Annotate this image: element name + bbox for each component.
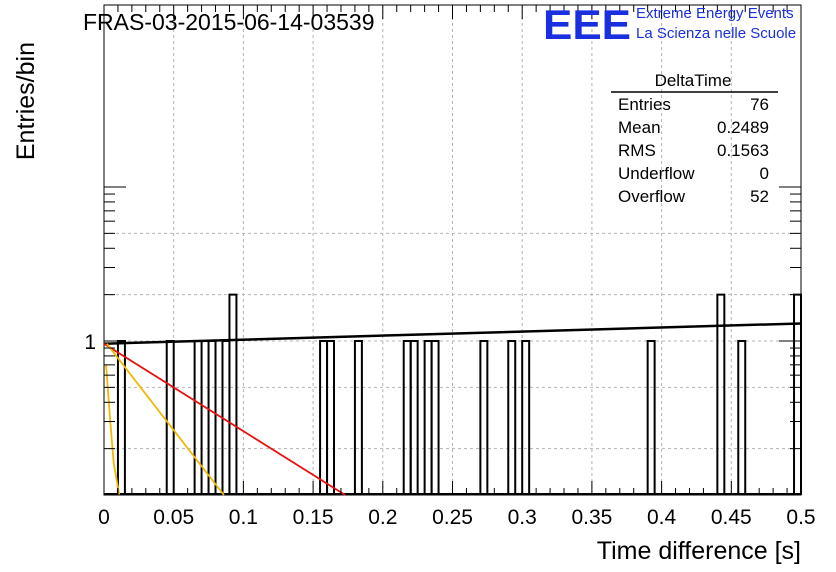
x-tick-label: 0.2 (368, 506, 397, 529)
x-tick-label: 0.05 (153, 506, 194, 529)
histogram-bin (353, 340, 363, 495)
x-tick-labels: 0 0.05 0.1 0.15 0.2 0.25 0.3 0.35 0.4 0.45 0.5 (98, 506, 815, 529)
stats-title: DeltaTime (655, 71, 732, 90)
stats-value: 0 (760, 164, 769, 183)
histogram-bin (521, 340, 531, 495)
y-axis-label: Entries/bin (12, 42, 40, 160)
fit-curve (103, 342, 346, 496)
axis-ticks (103, 5, 802, 496)
x-tick-label: 0.45 (711, 506, 752, 529)
logo-line-1: Extreme Energy Events (636, 5, 794, 22)
x-tick-label: 0.1 (229, 506, 258, 529)
x-tick-label: 0.3 (508, 506, 537, 529)
fit-curve (103, 322, 802, 345)
stats-value: 52 (750, 187, 769, 206)
x-tick-label: 0 (98, 506, 110, 529)
histogram-bin (228, 293, 238, 495)
histogram-bin (646, 340, 656, 495)
stats-value: 0.2489 (717, 118, 769, 137)
fit-curve (106, 343, 225, 496)
y-tick-label: 1 (84, 331, 96, 354)
stats-label: Mean (618, 118, 661, 137)
logo-line-2: La Scienza nelle Scuole (636, 25, 796, 42)
x-axis-label: Time difference [s] (597, 537, 801, 565)
x-tick-label: 0.25 (432, 506, 473, 529)
x-tick-label: 0.15 (293, 506, 334, 529)
x-tick-label: 0.5 (786, 506, 815, 529)
histogram-bin (507, 340, 517, 495)
x-tick-label: 0.35 (571, 506, 612, 529)
stats-label: Entries (618, 95, 671, 114)
stats-value: 0.1563 (717, 141, 769, 160)
stats-box: DeltaTime Entries 76 Mean 0.2489 RMS 0.1563 Un… (611, 71, 778, 206)
histogram-bin (409, 340, 419, 495)
histogram-bin (716, 293, 726, 495)
stats-value: 76 (750, 95, 769, 114)
histogram-bin (737, 340, 747, 495)
eee-logo: EEE Extreme Energy Events La Scienza nel… (543, 1, 796, 48)
stats-rows: Entries 76 Mean 0.2489 RMS 0.1563 Underflow 0 Ov… (618, 95, 769, 206)
histogram-bin (430, 340, 440, 495)
stats-label: Underflow (618, 164, 695, 183)
chart-title: FRAS-03-2015-06-14-03539 (83, 9, 375, 35)
fit-curves (103, 322, 802, 496)
histogram-bin (326, 340, 336, 495)
eee-logo-mark: EEE (543, 1, 631, 48)
histogram-bin (479, 340, 489, 495)
fit-curve (105, 364, 121, 496)
stats-label: Overflow (618, 187, 686, 206)
stats-label: RMS (618, 141, 656, 160)
x-tick-label: 0.4 (647, 506, 677, 529)
